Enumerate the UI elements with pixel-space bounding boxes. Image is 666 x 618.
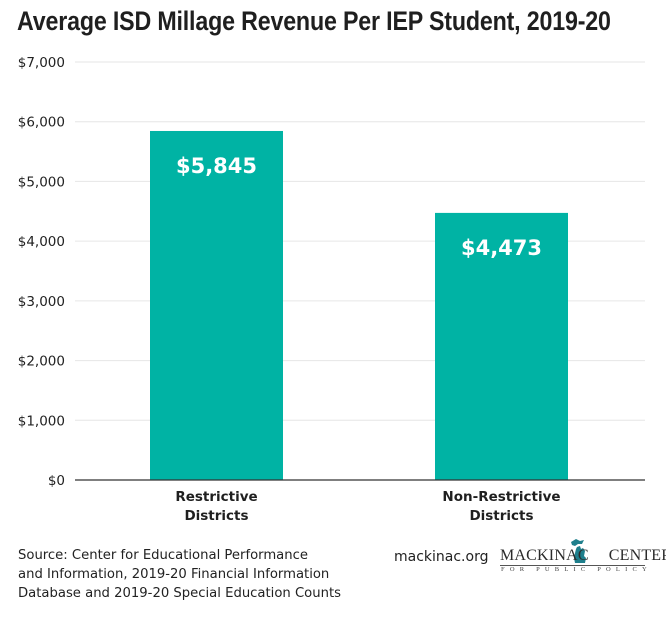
logo-wordmark: MACKINAC CENTER	[500, 547, 666, 565]
source-line: Database and 2019-20 Special Education C…	[18, 586, 341, 601]
bar-data-label: $5,845	[176, 154, 257, 178]
y-tick-label: $2,000	[18, 354, 65, 370]
y-tick-label: $4,000	[18, 234, 65, 250]
source-line: Source: Center for Educational Performan…	[18, 548, 308, 563]
y-tick-label: $3,000	[18, 294, 65, 310]
x-category-label: Districts	[469, 508, 533, 524]
y-tick-label: $7,000	[18, 55, 65, 71]
chart-title: Average ISD Millage Revenue Per IEP Stud…	[17, 6, 611, 36]
y-tick-label: $6,000	[18, 115, 65, 131]
logo-divider	[500, 565, 645, 566]
y-tick-label: $1,000	[18, 413, 65, 429]
bar-value-labels: $5,845 $4,473	[176, 154, 542, 260]
x-category-label: Restrictive	[175, 489, 257, 505]
y-tick-label: $5,000	[18, 174, 65, 190]
source-line: and Information, 2019-20 Financial Infor…	[18, 567, 330, 582]
bar	[150, 130, 283, 480]
x-category-label: Districts	[184, 508, 248, 524]
x-axis-category-labels: Restrictive Districts Non-Restrictive Distr…	[175, 489, 560, 524]
x-category-label: Non-Restrictive	[442, 489, 560, 505]
website-link[interactable]: mackinac.org	[394, 549, 489, 565]
logo-tagline: FOR PUBLIC POLICY	[501, 566, 652, 573]
y-tick-label: $0	[48, 473, 65, 489]
source-note: Source: Center for Educational Performan…	[18, 546, 341, 603]
mackinac-center-logo: MACKINAC CENTER FOR PUBLIC POLICY	[498, 538, 666, 578]
y-axis-tick-labels: $0 $1,000 $2,000 $3,000 $4,000 $5,000 $6,000 $7…	[18, 55, 65, 489]
bars	[150, 130, 568, 480]
logo-name-left: MACKINAC	[500, 547, 589, 564]
bar	[435, 212, 568, 480]
michigan-map-icon	[571, 539, 586, 563]
bar-data-label: $4,473	[461, 236, 542, 260]
bar-chart: $0 $1,000 $2,000 $3,000 $4,000 $5,000 $6,000 $7…	[18, 55, 645, 524]
logo-name-right: CENTER	[608, 547, 666, 564]
